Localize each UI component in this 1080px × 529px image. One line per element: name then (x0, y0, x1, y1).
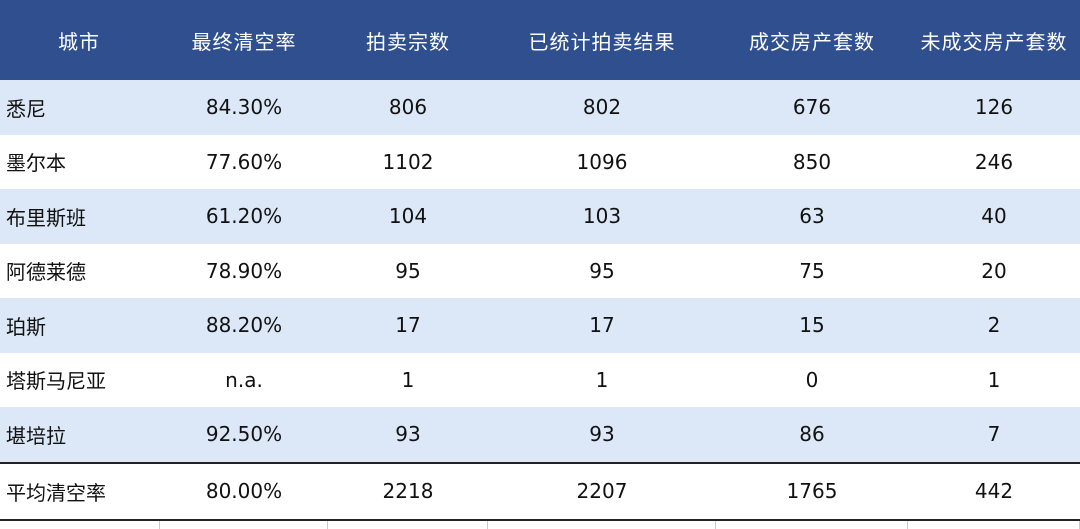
cell-clearance-rate: 88.20% (205, 313, 283, 338)
header-auction-count: 拍卖宗数 (366, 29, 450, 54)
total-reported-results: 2207 (576, 479, 628, 503)
cell-auction-count: 1102 (382, 149, 434, 174)
total-row: 平均清空率 80.00% 2218 2207 1765 442 (0, 461, 1080, 521)
header-city: 城市 (58, 29, 100, 54)
header-sold-count: 成交房产套数 (749, 29, 875, 54)
header-reported-results: 已统计拍卖结果 (528, 29, 676, 54)
cell-city: 珀斯 (6, 314, 46, 339)
table-row: 珀斯 88.20% 17 17 15 2 (0, 298, 1080, 353)
footer-cell (0, 520, 160, 529)
cell-city: 堪培拉 (6, 423, 66, 448)
footer-cell (160, 520, 328, 529)
table-row: 悉尼 84.30% 806 802 676 126 (0, 80, 1080, 135)
table-header: 城市 最终清空率 拍卖宗数 已统计拍卖结果 成交房产套数 未成交房产套数 (0, 0, 1080, 80)
cell-auction-count: 95 (395, 258, 421, 283)
cell-city: 悉尼 (6, 96, 46, 121)
cell-reported-results: 802 (582, 95, 622, 120)
table-row: 布里斯班 61.20% 104 103 63 40 (0, 189, 1080, 244)
cell-reported-results: 1 (595, 367, 609, 392)
cell-auction-count: 93 (395, 422, 421, 447)
cell-city: 墨尔本 (6, 151, 66, 176)
cell-city: 塔斯马尼亚 (6, 369, 106, 394)
cell-clearance-rate: 84.30% (205, 95, 283, 120)
total-auction-count: 2218 (382, 479, 434, 503)
cell-clearance-rate: 92.50% (205, 422, 283, 447)
cell-sold-count: 15 (799, 313, 825, 338)
cell-unsold-count: 20 (981, 258, 1007, 283)
cell-sold-count: 850 (792, 149, 832, 174)
table-row: 墨尔本 77.60% 1102 1096 850 246 (0, 134, 1080, 189)
cell-auction-count: 806 (388, 95, 428, 120)
cell-reported-results: 93 (589, 422, 615, 447)
cell-reported-results: 103 (582, 204, 622, 229)
footer-cell (716, 520, 908, 529)
table-row: 阿德莱德 78.90% 95 95 75 20 (0, 243, 1080, 298)
cell-city: 布里斯班 (6, 205, 86, 230)
header-clearance-rate: 最终清空率 (191, 29, 297, 54)
cell-sold-count: 63 (799, 204, 825, 229)
cell-clearance-rate: 61.20% (205, 204, 283, 229)
cell-sold-count: 86 (799, 422, 825, 447)
cell-reported-results: 17 (589, 313, 615, 338)
cell-city: 阿德莱德 (6, 260, 86, 285)
cell-auction-count: 1 (401, 367, 415, 392)
total-unsold-count: 442 (974, 479, 1014, 503)
table-row: 堪培拉 92.50% 93 93 86 7 (0, 407, 1080, 462)
cell-reported-results: 1096 (576, 149, 628, 174)
footer-cell (328, 520, 488, 529)
cell-sold-count: 0 (805, 367, 819, 392)
table-row: 塔斯马尼亚 n.a. 1 1 0 1 (0, 352, 1080, 407)
total-label: 平均清空率 (6, 480, 106, 505)
cell-unsold-count: 246 (974, 149, 1014, 174)
footer-cell (908, 520, 1080, 529)
cell-unsold-count: 7 (987, 422, 1001, 447)
cell-clearance-rate: 78.90% (205, 258, 283, 283)
header-unsold-count: 未成交房产套数 (920, 29, 1068, 54)
cell-unsold-count: 2 (987, 313, 1001, 338)
table-footer-gridlines (0, 520, 1080, 529)
footer-cell (488, 520, 716, 529)
cell-unsold-count: 40 (981, 204, 1007, 229)
cell-auction-count: 104 (388, 204, 428, 229)
cell-auction-count: 17 (395, 313, 421, 338)
cell-sold-count: 75 (799, 258, 825, 283)
cell-clearance-rate: 77.60% (205, 149, 283, 174)
total-clearance-rate: 80.00% (205, 479, 283, 503)
total-sold-count: 1765 (786, 479, 838, 503)
cell-unsold-count: 126 (974, 95, 1014, 120)
cell-clearance-rate: n.a. (225, 367, 263, 392)
cell-unsold-count: 1 (987, 367, 1001, 392)
cell-reported-results: 95 (589, 258, 615, 283)
cell-sold-count: 676 (792, 95, 832, 120)
